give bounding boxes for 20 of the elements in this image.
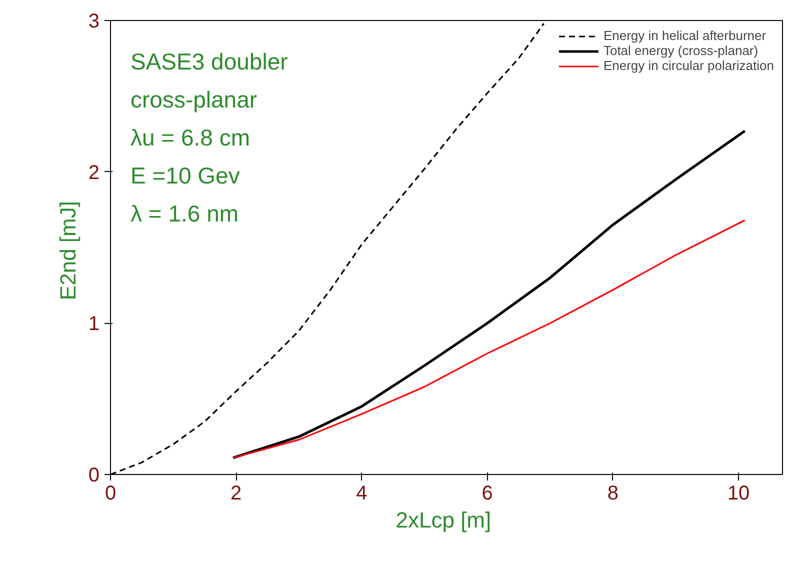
x-tick-label: 4 (356, 482, 368, 504)
x-tick-label: 8 (607, 482, 618, 504)
x-tick-label: 0 (104, 482, 116, 504)
legend-label: Energy in circular polarization (603, 58, 774, 73)
annotation: E =10 Gev (130, 162, 240, 188)
y-tick-label: 2 (88, 162, 100, 184)
annotation: cross-planar (130, 86, 258, 112)
y-tick-label: 1 (88, 313, 100, 336)
annotation: λu = 6.8 cm (130, 124, 250, 150)
y-tick-label: 3 (88, 10, 100, 32)
x-tick-label: 6 (482, 482, 493, 504)
annotation: λ = 1.6 nm (130, 200, 239, 226)
annotation: SASE3 doubler (130, 48, 288, 74)
x-tick-label: 2 (230, 482, 242, 504)
y-axis-title: E2nd [mJ] (55, 201, 80, 300)
x-axis-title: 2xLcp [m] (396, 508, 492, 532)
legend-label: Energy in helical afterburner (603, 28, 766, 43)
y-tick-label: 0 (88, 464, 100, 486)
legend-label: Total energy (cross-planar) (603, 43, 758, 58)
x-tick-label: 10 (727, 482, 750, 504)
